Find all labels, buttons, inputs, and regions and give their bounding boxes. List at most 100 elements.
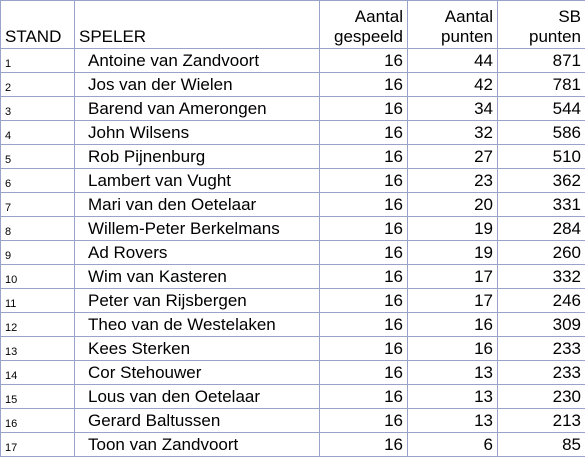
cell-speler: Mari van den Oetelaar (74, 192, 320, 217)
cell-gespeeld: 16 (319, 360, 408, 385)
cell-speler: Antoine van Zandvoort (74, 48, 320, 73)
table-row: 12 Theo van de Westelaken 16 16 309 (0, 312, 585, 337)
cell-gespeeld: 16 (319, 168, 408, 193)
cell-punten: 19 (407, 240, 498, 265)
cell-stand: 1 (0, 48, 75, 73)
cell-sb: 586 (497, 120, 585, 145)
cell-stand: 4 (0, 120, 75, 145)
header-sb-line2: punten (529, 27, 581, 46)
cell-stand: 15 (0, 384, 75, 409)
table-row: 10 Wim van Kasteren 16 17 332 (0, 264, 585, 289)
table-header: STAND SPELER Aantal gespeeld Aantal punt… (0, 0, 585, 49)
table-row: 2 Jos van der Wielen 16 42 781 (0, 72, 585, 97)
cell-speler: Jos van der Wielen (74, 72, 320, 97)
header-punten: Aantal punten (407, 0, 498, 49)
cell-sb: 213 (497, 408, 585, 433)
table-row: 11 Peter van Rijsbergen 16 17 246 (0, 288, 585, 313)
cell-gespeeld: 16 (319, 288, 408, 313)
cell-punten: 16 (407, 312, 498, 337)
cell-speler: Rob Pijnenburg (74, 144, 320, 169)
cell-speler: Kees Sterken (74, 336, 320, 361)
cell-speler: Willem-Peter Berkelmans (74, 216, 320, 241)
header-row: STAND SPELER Aantal gespeeld Aantal punt… (0, 0, 585, 49)
cell-stand: 8 (0, 216, 75, 241)
cell-gespeeld: 16 (319, 216, 408, 241)
cell-gespeeld: 16 (319, 192, 408, 217)
table-row: 3 Barend van Amerongen 16 34 544 (0, 96, 585, 121)
cell-stand: 2 (0, 72, 75, 97)
table-row: 13 Kees Sterken 16 16 233 (0, 336, 585, 361)
cell-punten: 44 (407, 48, 498, 73)
cell-speler: Lous van den Oetelaar (74, 384, 320, 409)
header-punten-line1: Aantal (444, 7, 493, 26)
cell-punten: 13 (407, 384, 498, 409)
cell-sb: 544 (497, 96, 585, 121)
cell-speler: Toon van Zandvoort (74, 432, 320, 457)
cell-speler: Ad Rovers (74, 240, 320, 265)
cell-gespeeld: 16 (319, 120, 408, 145)
header-speler-label: SPELER (79, 27, 147, 46)
cell-gespeeld: 16 (319, 240, 408, 265)
cell-punten: 6 (407, 432, 498, 457)
cell-punten: 19 (407, 216, 498, 241)
cell-sb: 284 (497, 216, 585, 241)
cell-gespeeld: 16 (319, 312, 408, 337)
cell-punten: 20 (407, 192, 498, 217)
cell-stand: 17 (0, 432, 75, 457)
table-row: 7 Mari van den Oetelaar 16 20 331 (0, 192, 585, 217)
table-row: 9 Ad Rovers 16 19 260 (0, 240, 585, 265)
table-row: 1 Antoine van Zandvoort 16 44 871 (0, 48, 585, 73)
header-punten-line2: punten (441, 27, 493, 46)
header-stand: STAND (0, 0, 75, 49)
header-gespeeld: Aantal gespeeld (319, 0, 408, 49)
cell-sb: 332 (497, 264, 585, 289)
cell-gespeeld: 16 (319, 72, 408, 97)
cell-sb: 230 (497, 384, 585, 409)
cell-gespeeld: 16 (319, 144, 408, 169)
cell-stand: 14 (0, 360, 75, 385)
header-gespeeld-line2: gespeeld (333, 27, 403, 46)
cell-speler: Gerard Baltussen (74, 408, 320, 433)
cell-gespeeld: 16 (319, 432, 408, 457)
table-body: 1 Antoine van Zandvoort 16 44 871 2 Jos van de… (0, 48, 585, 457)
cell-sb: 233 (497, 336, 585, 361)
cell-punten: 17 (407, 288, 498, 313)
cell-gespeeld: 16 (319, 48, 408, 73)
header-gespeeld-line1: Aantal (354, 7, 403, 26)
header-speler: SPELER (74, 0, 320, 49)
cell-sb: 309 (497, 312, 585, 337)
cell-sb: 781 (497, 72, 585, 97)
cell-stand: 12 (0, 312, 75, 337)
cell-speler: Peter van Rijsbergen (74, 288, 320, 313)
cell-stand: 10 (0, 264, 75, 289)
cell-gespeeld: 16 (319, 264, 408, 289)
cell-punten: 23 (407, 168, 498, 193)
cell-stand: 9 (0, 240, 75, 265)
cell-punten: 42 (407, 72, 498, 97)
cell-sb: 260 (497, 240, 585, 265)
cell-punten: 27 (407, 144, 498, 169)
cell-sb: 510 (497, 144, 585, 169)
header-sb: SB punten (497, 0, 585, 49)
cell-stand: 7 (0, 192, 75, 217)
cell-gespeeld: 16 (319, 408, 408, 433)
table-row: 6 Lambert van Vught 16 23 362 (0, 168, 585, 193)
cell-sb: 246 (497, 288, 585, 313)
cell-sb: 233 (497, 360, 585, 385)
cell-speler: John Wilsens (74, 120, 320, 145)
table-row: 8 Willem-Peter Berkelmans 16 19 284 (0, 216, 585, 241)
cell-speler: Barend van Amerongen (74, 96, 320, 121)
cell-punten: 34 (407, 96, 498, 121)
cell-speler: Wim van Kasteren (74, 264, 320, 289)
table-row: 16 Gerard Baltussen 16 13 213 (0, 408, 585, 433)
table-row: 15 Lous van den Oetelaar 16 13 230 (0, 384, 585, 409)
cell-speler: Cor Stehouwer (74, 360, 320, 385)
cell-stand: 11 (0, 288, 75, 313)
cell-sb: 85 (497, 432, 585, 457)
cell-punten: 13 (407, 408, 498, 433)
header-sb-line1: SB (558, 7, 581, 26)
cell-punten: 17 (407, 264, 498, 289)
cell-speler: Theo van de Westelaken (74, 312, 320, 337)
cell-stand: 6 (0, 168, 75, 193)
